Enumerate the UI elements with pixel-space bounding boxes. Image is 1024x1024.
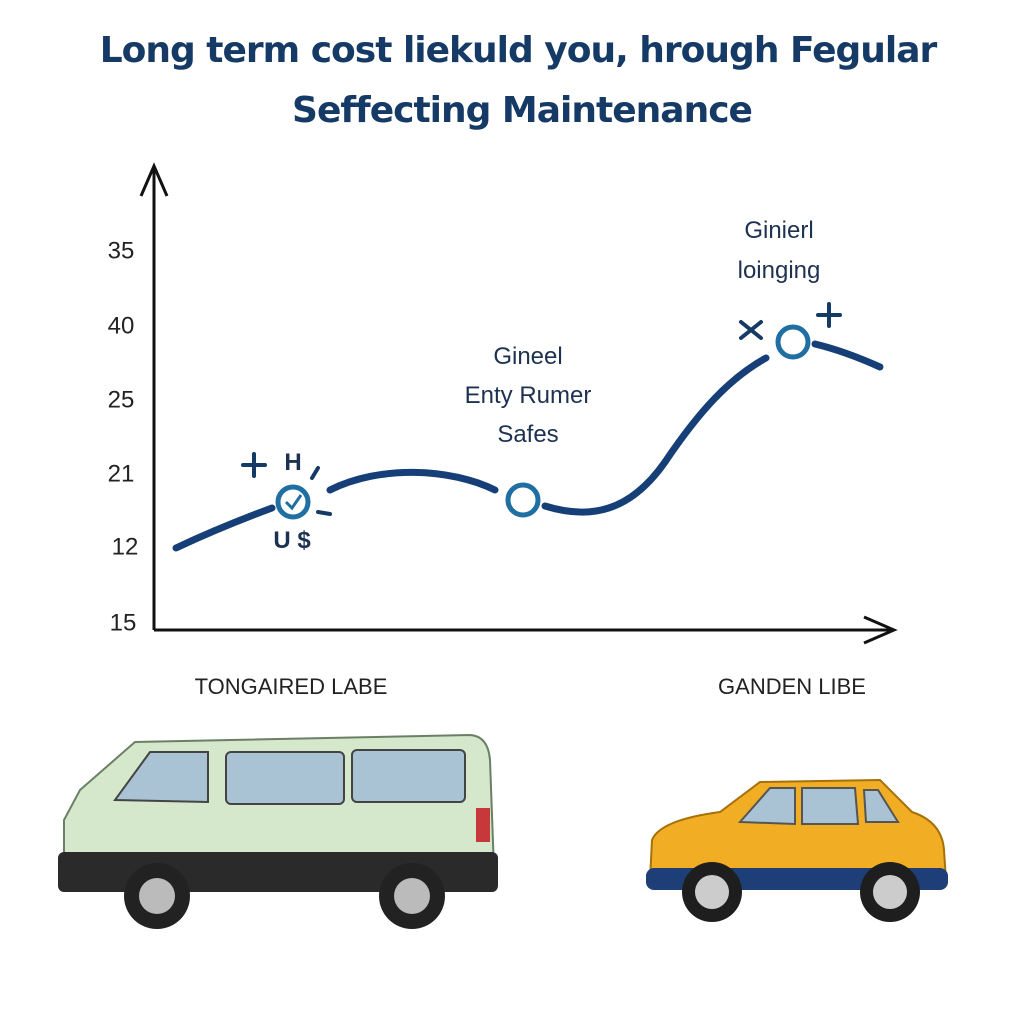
vehicle-label: TONGAIRED LABE — [195, 674, 388, 699]
y-label: 15 — [110, 609, 137, 636]
annotation: Ginierl — [744, 217, 813, 244]
annotation: H — [284, 449, 301, 476]
curve — [326, 468, 499, 494]
y-label: 25 — [108, 386, 135, 413]
hub — [394, 878, 430, 914]
car — [646, 778, 948, 922]
annotation: loinging — [738, 257, 821, 284]
axes — [139, 162, 898, 645]
tail-light — [476, 808, 490, 842]
y-label: 12 — [112, 533, 139, 560]
title-line: Seffecting Maintenance — [292, 90, 752, 131]
annotation: Gineel — [493, 343, 562, 370]
tick-mark — [316, 510, 332, 516]
curve — [172, 504, 276, 552]
window — [351, 749, 466, 803]
van — [58, 733, 498, 929]
trend — [172, 340, 884, 552]
annotation: Enty Rumer — [465, 382, 592, 409]
vehicle-label: GANDEN LIBE — [718, 674, 866, 699]
y-label: 35 — [108, 237, 135, 264]
marker — [505, 482, 541, 518]
annotation: U $ — [273, 527, 311, 554]
y-label: 21 — [108, 460, 135, 487]
curve — [541, 354, 770, 516]
window — [113, 751, 209, 804]
window — [801, 787, 860, 825]
tick-mark — [310, 466, 320, 480]
window — [225, 751, 345, 805]
annotation: Safes — [497, 421, 558, 448]
cross — [739, 320, 763, 340]
x-arrow — [863, 615, 898, 645]
sparks — [241, 302, 842, 516]
check — [284, 494, 303, 511]
window — [862, 789, 900, 823]
marker — [275, 484, 311, 520]
marker — [775, 324, 811, 360]
markers — [275, 324, 811, 520]
y-label: 40 — [108, 312, 135, 339]
y-arrow — [139, 162, 169, 197]
hub — [873, 875, 907, 909]
hub — [139, 878, 175, 914]
title-line: Long term cost liekuld you, hrough Fegul… — [100, 30, 938, 71]
curve — [811, 340, 884, 371]
window — [737, 787, 796, 826]
hub — [695, 875, 729, 909]
